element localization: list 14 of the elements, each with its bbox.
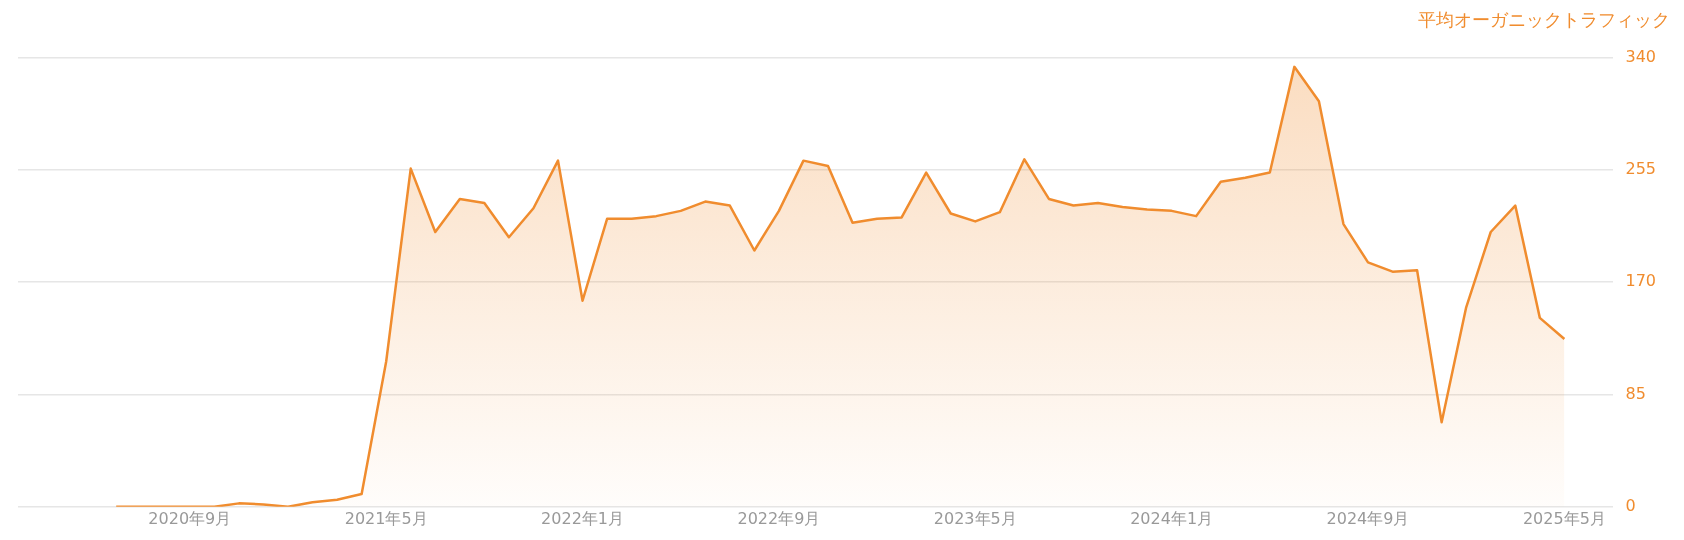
x-tick-label: 2024年9月 — [1326, 508, 1410, 528]
x-tick-label: 2025年5月 — [1522, 508, 1606, 528]
y-tick-label: 0 — [1625, 495, 1636, 515]
x-tick-label: 2023年5月 — [933, 508, 1017, 528]
x-tick-label: 2022年9月 — [737, 508, 821, 528]
x-tick-label: 2024年1月 — [1130, 508, 1214, 528]
x-tick-label: 2022年1月 — [541, 508, 624, 528]
x-tick-label: 2020年9月 — [148, 508, 232, 528]
y-tick-label: 85 — [1625, 383, 1646, 403]
y-tick-label: 255 — [1625, 159, 1657, 179]
y-tick-label: 340 — [1625, 46, 1657, 66]
y-tick-label: 170 — [1625, 271, 1657, 291]
y-axis-title: 平均オーガニックトラフィック — [1417, 8, 1671, 32]
x-tick-label: 2021年5月 — [344, 508, 428, 528]
